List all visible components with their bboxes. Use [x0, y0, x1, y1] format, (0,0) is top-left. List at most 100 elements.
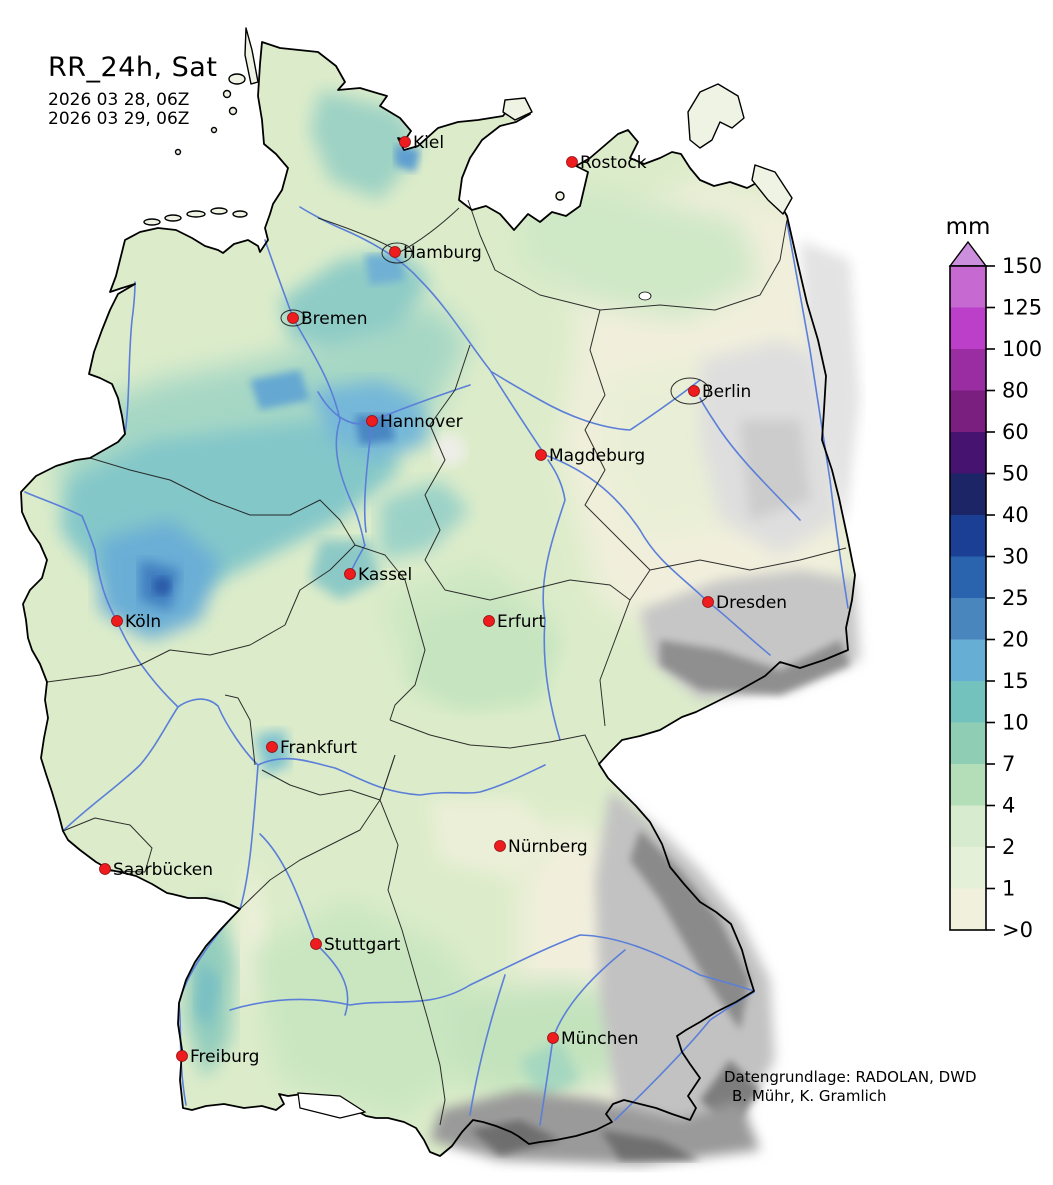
- germany-border: [20, 41, 856, 1157]
- colorbar-tick-label: 2: [1002, 835, 1015, 859]
- city-marker-dresden: Dresden: [702, 593, 787, 613]
- city-marker-erfurt: Erfurt: [483, 612, 545, 632]
- colorbar-segment: [950, 432, 986, 474]
- colorbar-tick-label: 7: [1002, 752, 1015, 776]
- colorbar-segment: [950, 473, 986, 516]
- city-marker-stuttgart: Stuttgart: [310, 935, 401, 955]
- colorbar-segment: [950, 390, 986, 433]
- colorbar-segment: [950, 515, 986, 557]
- colorbar-segment: [950, 888, 986, 931]
- city-dot: [399, 136, 411, 148]
- city-marker-saarbücken: Saarbücken: [99, 860, 213, 880]
- colorbar-segment: [950, 307, 986, 350]
- city-dot: [99, 863, 111, 875]
- colorbar-segment: [950, 764, 986, 806]
- city-marker-freiburg: Freiburg: [176, 1047, 259, 1067]
- city-dot: [310, 938, 322, 950]
- river-lech: [469, 974, 506, 1116]
- city-label: Hamburg: [403, 243, 482, 263]
- city-dot: [366, 415, 378, 427]
- state-borders-layer: [46, 199, 847, 1126]
- colorbar-tick-label: 10: [1002, 711, 1029, 735]
- river-mosel: [62, 706, 179, 832]
- colorbar-segment: [950, 681, 986, 723]
- city-dot: [389, 246, 401, 258]
- terrain-gray-layer: [430, 240, 860, 1165]
- city-marker-kiel: Kiel: [399, 133, 444, 153]
- attribution-source: Datengrundlage: RADOLAN, DWD: [724, 1068, 977, 1086]
- city-marker-berlin: Berlin: [688, 382, 751, 402]
- city-dot: [344, 568, 356, 580]
- city-label: Saarbücken: [113, 860, 213, 880]
- map-title: RR_24h, Sat: [48, 52, 218, 83]
- city-label: Kassel: [358, 565, 412, 585]
- river-saale: [542, 459, 566, 741]
- colorbar-unit: mm: [946, 214, 991, 240]
- city-marker-bremen: Bremen: [287, 309, 368, 329]
- attribution: Datengrundlage: RADOLAN, DWD B. Mühr, K.…: [724, 1068, 977, 1106]
- city-label: Rostock: [580, 153, 647, 173]
- city-dot: [702, 596, 714, 608]
- city-dot: [547, 1032, 559, 1044]
- colorbar-tick-label: 150: [1002, 254, 1042, 278]
- city-marker-hamburg: Hamburg: [389, 243, 482, 263]
- colorbar-tick-label: 40: [1002, 503, 1029, 527]
- colorbar-segment: [950, 722, 986, 765]
- river-danube: [229, 934, 755, 1011]
- city-label: Berlin: [702, 382, 751, 402]
- islands-layer: [143, 27, 793, 226]
- colorbar-tick-label: 60: [1002, 420, 1029, 444]
- city-label: Dresden: [716, 593, 787, 613]
- river-ems: [124, 281, 136, 435]
- city-dot: [176, 1050, 188, 1062]
- city-marker-frankfurt: Frankfurt: [266, 738, 357, 758]
- city-marker-köln: Köln: [111, 612, 161, 632]
- colorbar-segment: [950, 266, 986, 308]
- river-elbe: [299, 206, 771, 656]
- date-start: 2026 03 28, 06Z: [48, 90, 190, 110]
- city-dot: [266, 741, 278, 753]
- colorbar-arrow: [948, 240, 988, 267]
- city-label: Kiel: [413, 133, 444, 153]
- colorbar-segment: [950, 847, 986, 889]
- city-dot: [688, 385, 700, 397]
- city-label: Frankfurt: [280, 738, 357, 758]
- attribution-authors: B. Mühr, K. Gramlich: [732, 1087, 887, 1105]
- lakes-layer: [297, 291, 652, 1119]
- colorbar-tick-label: 20: [1002, 628, 1029, 652]
- city-dot: [111, 615, 123, 627]
- river-leine: [363, 420, 373, 533]
- colorbar-svg: mm 150 125 100 80 60 50 40 30 25 20 15 10 7 4 2 1 >0: [946, 214, 1043, 942]
- river-rhine: [24, 491, 259, 1106]
- river-weser: [264, 239, 366, 575]
- colorbar-segment: [950, 556, 986, 599]
- colorbar-segment: [950, 639, 986, 682]
- colorbar-tick-label: 4: [1002, 794, 1015, 818]
- colorbar-legend: mm 150 125 100 80 60 50 40 30 25 20 15 10 7 4 2 1 >0: [938, 198, 1053, 968]
- colorbar-tick-label: 80: [1002, 379, 1029, 403]
- colorbar-tick-label: 1: [1002, 877, 1015, 901]
- city-label: Erfurt: [497, 612, 545, 632]
- lake-constance: [297, 1092, 367, 1119]
- colorbar-segment: [950, 349, 986, 391]
- cities-layer: Kiel Rostock Hamburg Bremen Berlin Hannover Ma…: [99, 133, 787, 1067]
- city-marker-hannover: Hannover: [366, 412, 463, 432]
- river-havel: [491, 371, 701, 431]
- river-oder: [786, 221, 849, 609]
- river-spree: [699, 397, 801, 521]
- city-dot: [287, 312, 299, 324]
- city-label: Nürnberg: [508, 837, 588, 857]
- city-dot: [483, 615, 495, 627]
- colorbar-segment: [950, 805, 986, 848]
- colorbar-tick-label: 50: [1002, 462, 1029, 486]
- title-block: RR_24h, Sat 2026 03 28, 06Z 2026 03 29, …: [48, 52, 217, 129]
- colorbar-segment: [950, 598, 986, 640]
- city-dot: [494, 840, 506, 852]
- colorbar-tick-label: >0: [1002, 918, 1033, 942]
- city-label: Freiburg: [190, 1047, 259, 1067]
- city-dot: [535, 449, 547, 461]
- date-range: 2026 03 28, 06Z 2026 03 29, 06Z: [48, 91, 217, 129]
